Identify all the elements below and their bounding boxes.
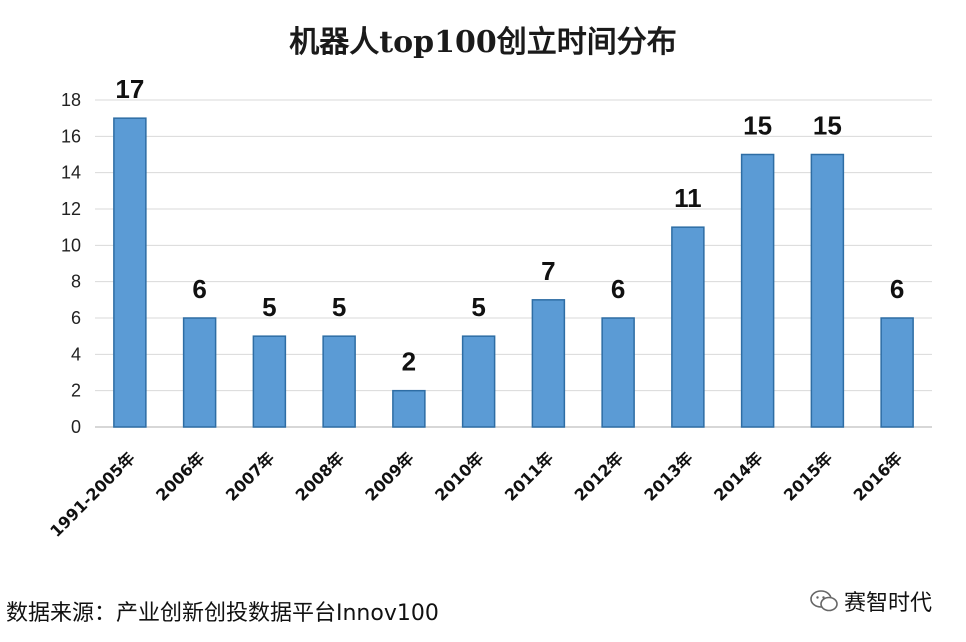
bar xyxy=(113,117,147,428)
data-label: 15 xyxy=(813,111,842,141)
brand-name: 赛智时代 xyxy=(843,591,932,616)
y-tick-label: 10 xyxy=(61,235,81,255)
y-tick-label: 2 xyxy=(71,381,81,401)
data-label: 11 xyxy=(674,183,702,213)
data-label: 5 xyxy=(262,292,276,322)
x-tick-label: 1991-2005年 xyxy=(46,448,138,540)
y-tick-label: 0 xyxy=(71,417,81,437)
bars xyxy=(113,117,914,428)
data-label: 15 xyxy=(743,111,772,141)
y-tick-label: 18 xyxy=(61,90,81,110)
y-axis-ticks: 0 2 4 6 8 10 12 14 16 18 xyxy=(61,90,81,437)
bar xyxy=(322,335,356,428)
y-tick-label: 14 xyxy=(61,163,81,183)
x-tick-label: 2009年 xyxy=(361,448,417,504)
bar xyxy=(392,389,426,428)
y-tick-label: 16 xyxy=(61,126,81,146)
bar xyxy=(461,335,496,428)
x-tick-label: 2008年 xyxy=(292,448,348,504)
data-labels: 17 6 5 5 2 5 7 6 11 15 15 6 xyxy=(115,74,904,377)
data-label: 5 xyxy=(471,292,485,322)
x-tick-label: 2013年 xyxy=(640,448,696,504)
y-tick-label: 6 xyxy=(71,308,81,328)
x-tick-label: 2016年 xyxy=(850,448,906,504)
bar xyxy=(601,317,635,428)
x-tick-label: 2012年 xyxy=(571,448,627,504)
brand-mark: 赛智时代 xyxy=(810,585,932,617)
wechat-icon xyxy=(810,590,838,612)
chart-title: 机器人top100创立时间分布 xyxy=(289,25,676,60)
data-label: 6 xyxy=(192,274,206,304)
x-axis-ticks: 1991-2005年 2006年 2007年 2008年 2009年 2010年 2011年… xyxy=(46,448,906,540)
bar xyxy=(671,226,705,428)
bar xyxy=(810,153,845,428)
bar xyxy=(740,153,775,428)
data-label: 2 xyxy=(402,347,416,377)
x-tick-label: 2014年 xyxy=(710,448,766,504)
data-label: 6 xyxy=(611,274,625,304)
data-label: 5 xyxy=(332,292,346,322)
bar xyxy=(880,317,914,428)
bar xyxy=(252,335,287,428)
x-tick-label: 2011年 xyxy=(501,448,557,504)
data-label: 7 xyxy=(541,256,555,286)
y-tick-label: 4 xyxy=(71,344,81,364)
gridlines xyxy=(95,99,932,428)
y-tick-label: 8 xyxy=(71,272,81,292)
x-tick-label: 2015年 xyxy=(780,448,836,504)
x-tick-label: 2010年 xyxy=(431,448,487,504)
data-label: 6 xyxy=(890,274,904,304)
data-source-note: 数据来源：产业创新创投数据平台Innov100 xyxy=(6,601,439,626)
bar xyxy=(531,299,566,428)
x-tick-label: 2006年 xyxy=(152,448,208,504)
y-tick-label: 12 xyxy=(61,199,81,219)
x-tick-label: 2007年 xyxy=(222,448,278,504)
bar xyxy=(182,317,217,428)
data-label: 17 xyxy=(115,74,144,104)
